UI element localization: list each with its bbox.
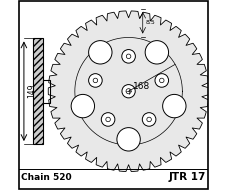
Circle shape — [126, 54, 131, 59]
Circle shape — [122, 50, 135, 63]
Text: Chain 520: Chain 520 — [21, 173, 72, 182]
Text: 149: 149 — [27, 84, 36, 98]
Circle shape — [155, 74, 169, 87]
Circle shape — [106, 117, 110, 122]
Bar — [33, 38, 43, 144]
Text: 168: 168 — [133, 82, 151, 91]
Text: 8.5: 8.5 — [145, 20, 155, 25]
Circle shape — [126, 89, 131, 94]
Circle shape — [122, 85, 135, 98]
Circle shape — [101, 113, 115, 126]
Bar — [43, 80, 50, 103]
Circle shape — [93, 78, 98, 83]
Circle shape — [71, 94, 94, 118]
Bar — [33, 38, 43, 144]
Text: JTR 17: JTR 17 — [168, 172, 206, 182]
Circle shape — [117, 128, 140, 151]
Circle shape — [160, 78, 164, 83]
Circle shape — [89, 74, 102, 87]
Circle shape — [142, 113, 156, 126]
Polygon shape — [48, 11, 209, 172]
Circle shape — [145, 41, 169, 64]
Circle shape — [89, 41, 112, 64]
Circle shape — [163, 94, 186, 118]
Circle shape — [147, 117, 151, 122]
